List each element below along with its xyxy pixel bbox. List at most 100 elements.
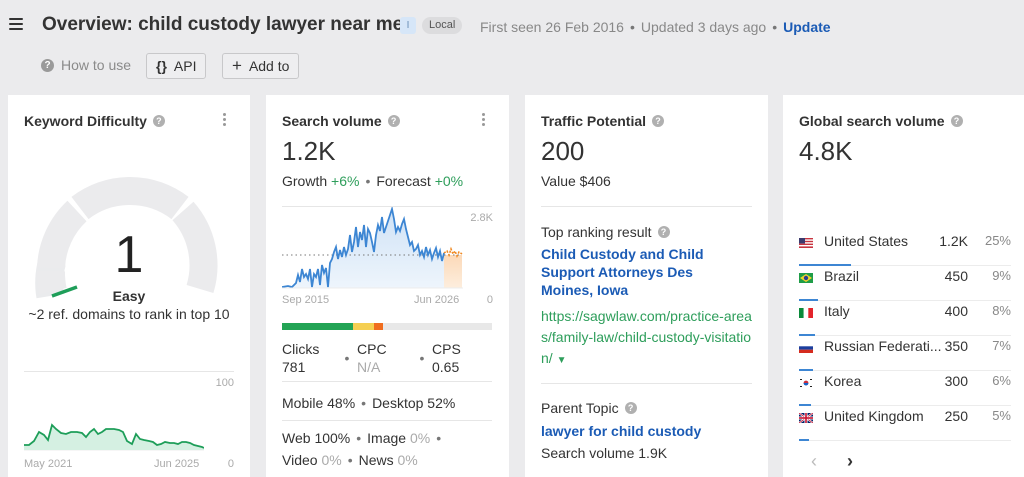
country-volume: 300 <box>944 373 968 389</box>
help-icon[interactable]: ? <box>152 115 165 127</box>
country-volume: 250 <box>944 408 968 424</box>
country-share-bar <box>799 299 818 301</box>
keyword-difficulty-card: Keyword Difficulty? 1 Easy ~2 ref. domai… <box>8 95 250 477</box>
country-row[interactable]: Korea 300 6% <box>799 371 1011 406</box>
country-row[interactable]: Russian Federati... 350 7% <box>799 336 1011 371</box>
country-pct: 6% <box>992 373 1011 388</box>
search-volume-card: Search volume? 1.2K Growth +6% • Forecast … <box>266 95 509 477</box>
country-pct: 25% <box>984 233 1011 248</box>
gv-title: Global search volume? <box>799 113 963 129</box>
help-icon[interactable]: ? <box>657 226 670 238</box>
clicks-distribution-bar[interactable] <box>282 323 492 330</box>
country-name: Brazil <box>824 268 860 284</box>
help-icon[interactable]: ? <box>624 402 637 414</box>
country-row[interactable]: United States 1.2K 25% <box>799 231 1011 266</box>
it-flag-icon <box>799 308 813 318</box>
clicks-label: Clicks <box>282 341 320 357</box>
country-share-bar <box>799 439 809 441</box>
growth-forecast: Growth +6% • Forecast +0% <box>282 173 464 189</box>
forecast-value: +0% <box>434 173 464 189</box>
sv-chart-ymin: 0 <box>486 294 493 306</box>
country-name: United States <box>824 233 909 249</box>
global-volume-card: Global search volume? 4.8K United States… <box>783 95 1024 477</box>
organic-clicks-segment <box>282 323 354 330</box>
top-ranking-label: Top ranking result? <box>541 224 670 240</box>
clicks-stats: Clicks 781 • CPC N/A • CPS 0.65 <box>282 341 461 375</box>
traffic-potential-card: Traffic Potential? 200 Value $406 Top ra… <box>525 95 768 477</box>
page-title: Overview: child custody lawyer near me <box>42 14 404 35</box>
country-row[interactable]: Italy 400 8% <box>799 301 1011 336</box>
menu-icon[interactable] <box>9 18 23 30</box>
kd-title: Keyword Difficulty? <box>24 113 165 129</box>
help-icon[interactable]: ? <box>387 115 400 127</box>
api-label: API <box>173 58 197 74</box>
caret-down-icon[interactable]: ▼ <box>556 355 567 366</box>
kd-chart-ymin: 0 <box>227 458 234 470</box>
api-button[interactable]: {} API <box>146 53 207 79</box>
traffic-value: Value $406 <box>541 173 611 189</box>
prev-page-icon[interactable]: ‹ <box>811 451 817 471</box>
serp-type-split-2: Video 0% • News 0% <box>282 452 418 468</box>
country-share-bar <box>799 264 851 266</box>
country-row[interactable]: United Kingdom 250 5% <box>799 406 1011 441</box>
next-page-icon[interactable]: › <box>847 451 853 471</box>
kd-description: ~2 ref. domains to rank in top 10 <box>28 306 230 322</box>
tp-value: 200 <box>541 136 585 166</box>
help-icon[interactable]: ? <box>652 115 665 127</box>
search-volume-chart[interactable] <box>282 207 463 290</box>
local-badge: Local <box>422 17 463 34</box>
keyword-meta: First seen 26 Feb 2016 • Updated 3 days ag… <box>480 19 831 35</box>
update-link[interactable]: Update <box>783 19 831 35</box>
difficulty-gauge <box>35 177 218 299</box>
serp-type-split-1: Web 100% • Image 0% • <box>282 430 442 446</box>
parent-topic-label: Parent Topic? <box>541 400 637 416</box>
chart-gridline <box>282 206 492 207</box>
add-to-button[interactable]: + Add to <box>222 53 300 79</box>
country-row[interactable]: Brazil 450 9% <box>799 266 1011 301</box>
parent-topic-link[interactable]: lawyer for child custody <box>541 423 702 439</box>
kd-value: 1 <box>114 226 144 284</box>
divider <box>541 206 752 207</box>
cpc-label: CPC <box>357 341 387 357</box>
sv-value: 1.2K <box>282 136 336 166</box>
parent-topic-volume: Search volume 1.9K <box>541 445 668 461</box>
first-seen: First seen 26 Feb 2016 <box>480 19 624 35</box>
ru-flag-icon <box>799 343 813 353</box>
divider <box>282 420 492 421</box>
plus-icon: + <box>232 56 242 75</box>
divider <box>541 383 752 384</box>
how-to-use-link[interactable]: ? How to use <box>41 57 131 73</box>
more-options-icon[interactable] <box>482 113 486 129</box>
cps-label: CPS <box>432 341 461 357</box>
country-pct: 5% <box>992 408 1011 423</box>
help-icon[interactable]: ? <box>950 115 963 127</box>
kd-label: Easy <box>112 288 146 304</box>
country-name: Korea <box>824 373 862 389</box>
gb-flag-icon <box>799 413 813 423</box>
us-flag-icon <box>799 238 813 248</box>
top-ranking-title-link[interactable]: Child Custody and Child Support Attorney… <box>541 246 704 298</box>
no-clicks-segment <box>374 323 383 330</box>
country-name: United Kingdom <box>824 408 924 424</box>
gv-value: 4.8K <box>799 136 853 166</box>
top-ranking-url-link[interactable]: https://sagwlaw.com/practice-areas/famil… <box>541 308 752 366</box>
sv-chart-xstart: Sep 2015 <box>282 294 330 306</box>
kd-chart-xend: Jun 2025 <box>154 458 200 470</box>
growth-value: +6% <box>331 173 360 189</box>
add-to-label: Add to <box>248 58 290 74</box>
country-share-bar <box>799 369 813 371</box>
how-to-use-label: How to use <box>61 57 132 73</box>
tp-title: Traffic Potential? <box>541 113 665 129</box>
country-name: Russian Federati... <box>824 338 942 354</box>
country-volume: 450 <box>944 268 968 284</box>
page-header: Overview: child custody lawyer near me I… <box>0 0 1024 95</box>
sv-chart-xend: Jun 2026 <box>414 294 460 306</box>
kd-history-chart[interactable] <box>24 415 204 451</box>
kd-chart-ymax: 100 <box>215 377 234 389</box>
more-options-icon[interactable] <box>223 113 227 129</box>
sv-chart-ymax: 2.8K <box>470 212 493 224</box>
country-name: Italy <box>824 303 850 319</box>
country-pct: 8% <box>992 303 1011 318</box>
country-list: United States 1.2K 25% Brazil 450 9% Ita… <box>799 231 1011 441</box>
sv-title: Search volume? <box>282 113 400 129</box>
